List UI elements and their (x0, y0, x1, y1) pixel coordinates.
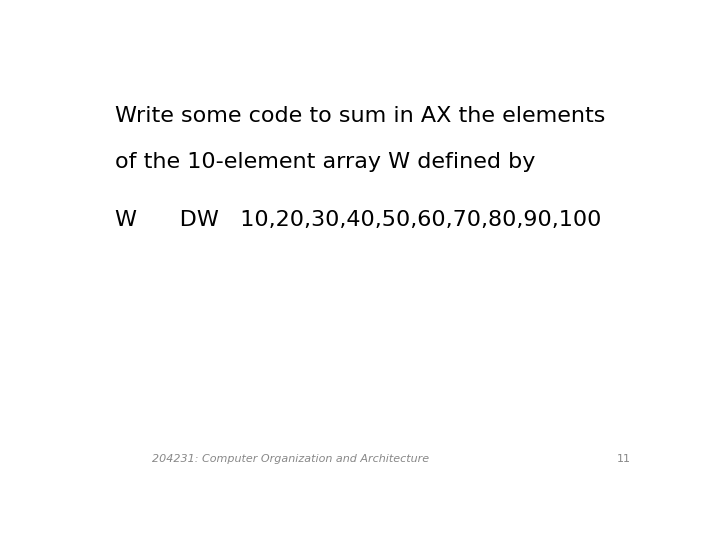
Text: 11: 11 (617, 454, 631, 464)
Text: W      DW   10,20,30,40,50,60,70,80,90,100: W DW 10,20,30,40,50,60,70,80,90,100 (115, 210, 601, 231)
Text: of the 10-element array W defined by: of the 10-element array W defined by (115, 152, 536, 172)
Text: 204231: Computer Organization and Architecture: 204231: Computer Organization and Archit… (153, 454, 429, 464)
Text: Write some code to sum in AX the elements: Write some code to sum in AX the element… (115, 106, 606, 126)
